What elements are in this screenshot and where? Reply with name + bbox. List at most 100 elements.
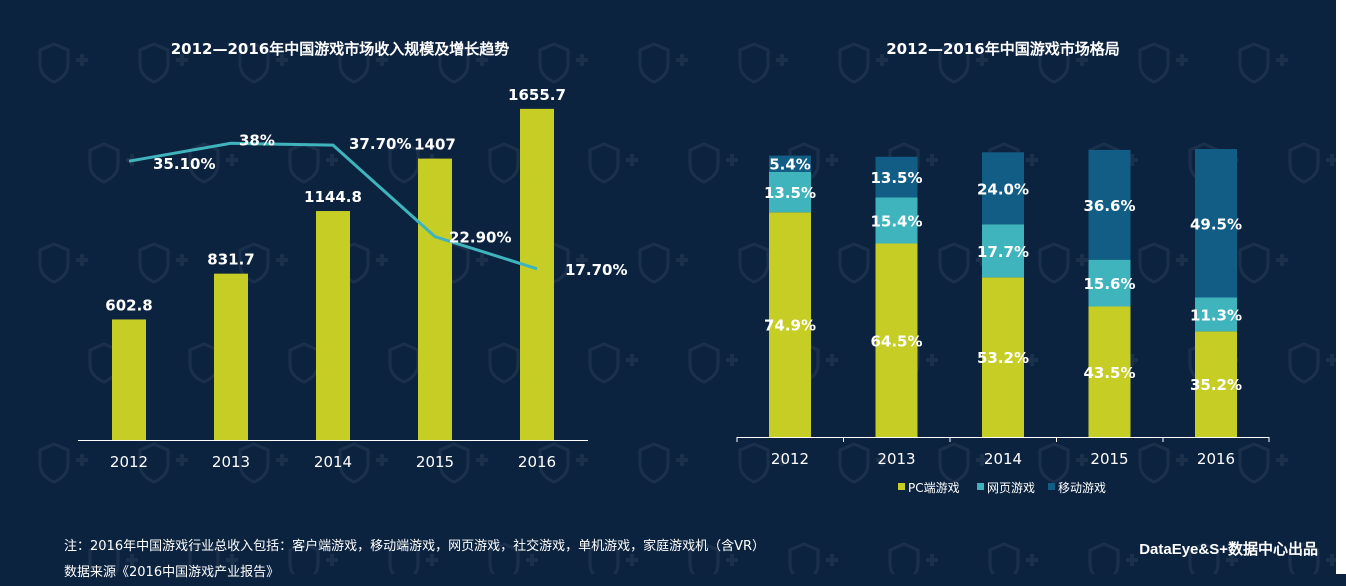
watermark-shield-icon (1238, 442, 1288, 484)
watermark-shield-icon (238, 442, 288, 484)
watermark-shield-icon (488, 542, 538, 574)
watermark-shield-icon (1288, 342, 1338, 384)
growth-rate-label-2015: 22.90% (449, 229, 511, 247)
share-segment-pc-2015 (1088, 306, 1131, 437)
share-label-mobile-2014: 24.0% (977, 180, 1029, 198)
share-segment-web-2015 (1088, 259, 1131, 307)
watermark-shield-icon (838, 442, 888, 484)
watermark-shield-icon (1088, 542, 1138, 574)
share-segment-web-2016 (1195, 297, 1237, 332)
watermark-shield-icon (738, 42, 788, 84)
revenue-chart-title: 2012—2016年中国游戏市场收入规模及增长趋势 (171, 40, 510, 58)
growth-rate-label-2016: 17.70% (565, 261, 627, 279)
revenue-x-tick-2016: 2016 (518, 453, 556, 471)
watermark-shield-icon (188, 142, 238, 184)
revenue-x-tick-2015: 2015 (416, 453, 454, 471)
share-label-pc-2014: 53.2% (977, 349, 1029, 367)
share-segment-web-2013 (875, 197, 918, 244)
growth-rate-label-2014: 37.70% (349, 135, 411, 153)
watermark-shield-icon (238, 242, 288, 284)
market-share-x-tick-2015: 2015 (1090, 450, 1128, 468)
market-share-chart: 2012—2016年中国游戏市场格局 74.9% 13.5% 5.4% 2012 64.… (736, 40, 1270, 495)
market-share-x-tick-2014: 2014 (984, 450, 1022, 468)
watermark-shield-icon (938, 42, 988, 84)
watermark-shield-icon (338, 42, 388, 84)
right-edge-strip (1336, 0, 1346, 574)
watermark-shield-icon (138, 42, 188, 84)
revenue-x-tick-2013: 2013 (212, 453, 250, 471)
revenue-x-tick-2012: 2012 (110, 453, 148, 471)
market-share-chart-title: 2012—2016年中国游戏市场格局 (886, 40, 1120, 58)
footnote-note: 注：2016年中国游戏行业总收入包括：客户端游戏，移动端游戏，网页游戏，社交游戏… (64, 539, 766, 554)
watermark-shield-icon (288, 542, 338, 574)
watermark-shield-icon (138, 242, 188, 284)
watermark-shield-icon (538, 442, 588, 484)
watermark-shield-icon (238, 42, 288, 84)
share-label-web-2013: 15.4% (870, 212, 922, 230)
share-label-pc-2012: 74.9% (764, 317, 816, 335)
revenue-chart: 2012—2016年中国游戏市场收入规模及增长趋势 602.8 2012 35.10… (78, 40, 627, 471)
watermark-shield-icon (1238, 242, 1288, 284)
watermark-shield-icon (888, 542, 938, 574)
revenue-bar-label-2016: 1655.7 (508, 86, 566, 104)
share-label-pc-2016: 35.2% (1190, 376, 1242, 394)
watermark-shield-icon (1138, 242, 1188, 284)
legend-label-pc: PC端游戏 (908, 481, 960, 495)
watermark-shield-icon (588, 542, 638, 574)
watermark-shield-icon (988, 542, 1038, 574)
chart-canvas: 2012—2016年中国游戏市场收入规模及增长趋势 602.8 2012 35.10… (38, 40, 1346, 574)
brand-credit: DataEye&S+数据中心出品 (1139, 541, 1318, 558)
share-label-mobile-2012: 5.4% (769, 156, 811, 174)
share-segment-mobile-2016 (1195, 149, 1237, 298)
revenue-bar-2015 (418, 158, 452, 440)
watermark-shield-icon (688, 542, 738, 574)
footnote-source: 数据来源《2016中国游戏产业报告》 (64, 565, 280, 580)
share-segment-pc-2013 (875, 243, 918, 437)
revenue-x-tick-2014: 2014 (314, 453, 352, 471)
watermark-shield-icon (288, 142, 338, 184)
share-segment-mobile-2014 (982, 152, 1024, 225)
watermark-shield-icon (188, 542, 238, 574)
watermark-shield-icon (1288, 142, 1338, 184)
watermark-shield-icon (638, 42, 688, 84)
watermark-shield-icon (738, 442, 788, 484)
share-label-mobile-2015: 36.6% (1083, 197, 1135, 215)
watermark-shield-icon (588, 142, 638, 184)
legend-swatch-pc (898, 483, 905, 490)
share-segment-web-2014 (982, 224, 1024, 278)
watermark-shield-icon (938, 442, 988, 484)
watermark-shield-icon (1038, 242, 1088, 284)
watermark-shield-icon (1138, 442, 1188, 484)
watermark-shield-icon (638, 442, 688, 484)
watermark-shield-icon (88, 542, 138, 574)
revenue-bar-label-2012: 602.8 (105, 296, 152, 314)
share-segment-web-2012 (769, 171, 811, 213)
share-label-mobile-2013: 13.5% (870, 169, 922, 187)
market-share-x-tick-2013: 2013 (877, 450, 915, 468)
footnote: 注：2016年中国游戏行业总收入包括：客户端游戏，移动端游戏，网页游戏，社交游戏… (64, 534, 964, 586)
market-share-legend: PC端游戏 网页游戏 移动游戏 (898, 481, 1106, 495)
share-label-mobile-2016: 49.5% (1190, 215, 1242, 233)
watermark-shield-icon (1138, 42, 1188, 84)
share-label-web-2012: 13.5% (764, 184, 816, 202)
revenue-bar-2013 (214, 273, 248, 440)
watermark-shield-icon (688, 342, 738, 384)
watermark-shield-icon (1188, 542, 1238, 574)
growth-rate-line (128, 141, 538, 271)
growth-rate-label-2012: 35.10% (153, 155, 215, 173)
watermark-shield-icon (688, 142, 738, 184)
watermark-shield-icon (1238, 42, 1288, 84)
watermark-shield-icon (1038, 42, 1088, 84)
revenue-bar-2016 (520, 108, 554, 441)
share-segment-mobile-2015 (1088, 149, 1131, 260)
watermark-shield-icon (538, 42, 588, 84)
share-label-pc-2015: 43.5% (1083, 364, 1135, 382)
revenue-bar-label-2014: 1144.8 (304, 188, 362, 206)
watermark-shield-icon (88, 142, 138, 184)
watermark-shield-icon (38, 42, 88, 84)
watermark-shield-icon (388, 542, 438, 574)
legend-label-web: 网页游戏 (987, 481, 1035, 495)
legend-label-mobile: 移动游戏 (1058, 481, 1106, 495)
legend-swatch-web (977, 483, 984, 490)
watermark-shield-icon (438, 442, 488, 484)
